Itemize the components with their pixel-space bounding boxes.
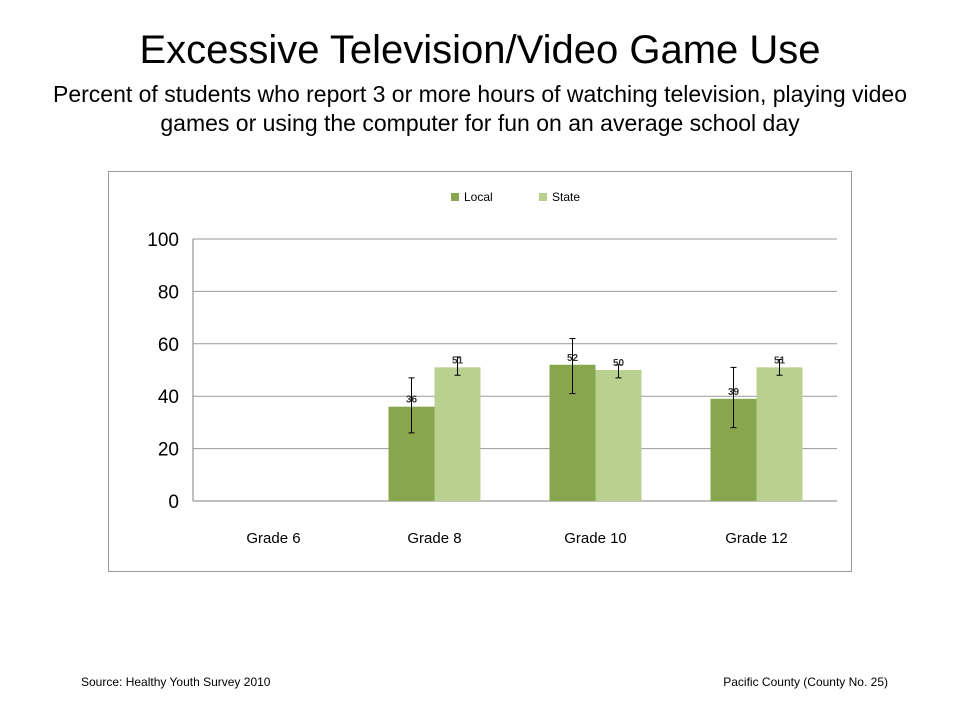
chart-title: Excessive Television/Video Game Use bbox=[139, 28, 821, 72]
y-tick-label: 100 bbox=[147, 230, 179, 251]
bar-chart: 0 20 40 60 80 100 Grade 6 Grade 8 36 51 Grade 10 52… bbox=[147, 190, 837, 547]
legend-label: State bbox=[552, 190, 580, 204]
bar-state bbox=[434, 367, 481, 501]
legend-swatch-local bbox=[451, 193, 459, 201]
x-category-label: Grade 12 bbox=[725, 530, 788, 547]
source-note: Source: Healthy Youth Survey 2010 bbox=[81, 675, 271, 689]
legend-label: Local bbox=[464, 190, 493, 204]
data-label: 50 bbox=[613, 358, 625, 369]
y-tick-label: 20 bbox=[158, 440, 179, 461]
data-label: 51 bbox=[774, 355, 786, 366]
data-label: 52 bbox=[567, 353, 579, 364]
county-note: Pacific County (County No. 25) bbox=[723, 675, 888, 689]
bar-state bbox=[756, 367, 803, 501]
x-category-label: Grade 10 bbox=[564, 530, 627, 547]
y-tick-label: 80 bbox=[158, 282, 179, 303]
data-label: 51 bbox=[452, 355, 464, 366]
x-category-label: Grade 6 bbox=[246, 530, 300, 547]
bar-state bbox=[595, 370, 642, 501]
chart-frame: 0 20 40 60 80 100 Grade 6 Grade 8 36 51 Grade 10 52… bbox=[108, 171, 852, 572]
legend-swatch-state bbox=[539, 193, 547, 201]
y-tick-label: 0 bbox=[168, 492, 179, 513]
data-label: 39 bbox=[728, 387, 740, 398]
x-category-label: Grade 8 bbox=[407, 530, 461, 547]
data-label: 36 bbox=[406, 395, 418, 406]
chart-subtitle: Percent of students who report 3 or more… bbox=[52, 81, 908, 136]
y-tick-label: 60 bbox=[158, 335, 179, 356]
y-tick-label: 40 bbox=[158, 387, 179, 408]
